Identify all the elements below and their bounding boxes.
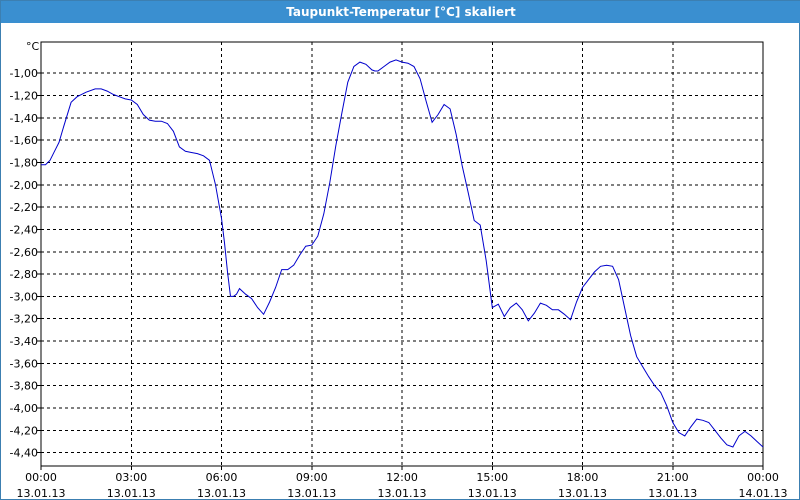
x-tick-time-label: 15:00: [476, 471, 508, 484]
x-tick-time-label: 00:00: [747, 471, 779, 484]
y-tick-label: -3,80: [10, 380, 38, 393]
grid: [40, 42, 764, 466]
x-tick-date-label: 13.01.13: [648, 487, 697, 499]
y-tick-label: -3,60: [10, 357, 38, 370]
plot-border: [40, 41, 764, 467]
y-tick-label: -4,20: [10, 424, 38, 437]
y-tick-label: -3,00: [10, 290, 38, 303]
y-tick-label: -4,00: [10, 402, 38, 415]
x-tick-date-label: 13.01.13: [107, 487, 156, 499]
y-tick-label: -2,20: [10, 201, 38, 214]
x-tick-time-label: 06:00: [206, 471, 238, 484]
y-axis-unit-label: °C: [26, 40, 40, 53]
y-tick-label: -1,00: [10, 67, 38, 80]
x-tick-date-label: 13.01.13: [468, 487, 517, 499]
series-line: [41, 59, 764, 448]
y-tick-label: -1,60: [10, 134, 38, 147]
tick-labels: -1,00 -1,20 -1,40 -1,60 -1,80 -2,00 -2,20 -2,40…: [10, 40, 788, 499]
x-tick-date-label: 13.01.13: [378, 487, 427, 499]
y-tick-label: -4,40: [10, 447, 38, 460]
y-tick-label: -3,20: [10, 313, 38, 326]
x-tick-time-label: 03:00: [115, 471, 147, 484]
x-tick-date-label: 13.01.13: [287, 487, 336, 499]
x-tick-time-label: 00:00: [25, 471, 57, 484]
y-tick-label: -1,20: [10, 90, 38, 103]
y-tick-label: -3,40: [10, 335, 38, 348]
y-tick-label: -2,60: [10, 246, 38, 259]
x-tick-time-label: 12:00: [386, 471, 418, 484]
y-tick-label: -1,40: [10, 112, 38, 125]
y-tick-label: -2,00: [10, 179, 38, 192]
y-tick-label: -2,40: [10, 223, 38, 236]
x-tick-date-label: 13.01.13: [197, 487, 246, 499]
chart-title: Taupunkt-Temperatur [°C] skaliert: [1, 1, 800, 23]
x-tick-date-label: 14.01.13: [739, 487, 788, 499]
axes: [37, 41, 764, 470]
x-tick-date-label: 13.01.13: [558, 487, 607, 499]
x-tick-time-label: 21:00: [657, 471, 689, 484]
x-tick-time-label: 18:00: [567, 471, 599, 484]
series-lines: [41, 59, 764, 448]
y-tick-label: -1,80: [10, 157, 38, 170]
chart: -1,00 -1,20 -1,40 -1,60 -1,80 -2,00 -2,20 -2,40…: [10, 40, 788, 499]
y-tick-label: -2,80: [10, 268, 38, 281]
x-tick-date-label: 13.01.13: [17, 487, 66, 499]
x-tick-time-label: 09:00: [296, 471, 328, 484]
